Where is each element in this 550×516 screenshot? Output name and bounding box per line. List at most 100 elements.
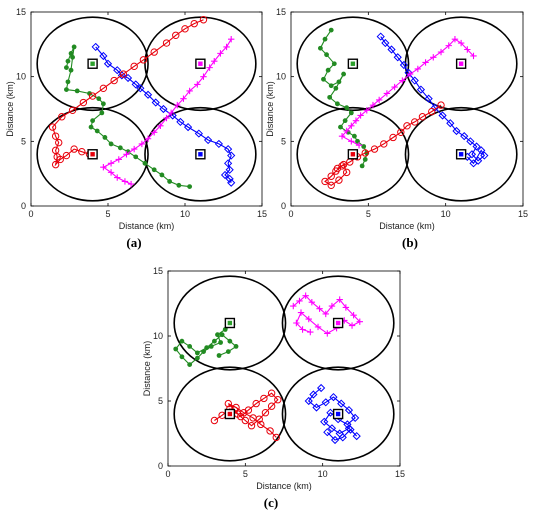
data-point <box>151 129 158 136</box>
data-point <box>380 140 388 148</box>
data-point <box>352 133 357 139</box>
data-point <box>316 305 323 312</box>
data-point <box>314 323 322 331</box>
data-point <box>399 60 409 70</box>
data-point <box>138 140 146 148</box>
base-station-core <box>350 152 356 157</box>
data-point <box>327 181 335 190</box>
data-point <box>157 122 164 130</box>
x-tick-label: 0 <box>28 209 33 219</box>
trajectory-circle <box>321 101 445 190</box>
data-point <box>88 124 94 130</box>
data-point <box>215 332 220 338</box>
base-station-core <box>227 320 233 326</box>
data-point <box>228 35 235 43</box>
data-point <box>460 132 469 141</box>
data-point <box>227 338 233 344</box>
chart-panel-1: 0 5 10 15 0 5 10 15 Distance (km) Distance (km) (a… <box>5 7 267 250</box>
data-point <box>99 110 105 116</box>
data-point <box>225 174 234 183</box>
data-point <box>96 96 102 102</box>
trajectory-plus <box>290 292 363 337</box>
y-tick-label: 5 <box>21 136 26 146</box>
data-point <box>352 431 361 441</box>
base-station-core <box>90 152 95 157</box>
data-point <box>363 107 370 114</box>
data-point <box>477 146 486 155</box>
data-point <box>399 77 406 84</box>
data-point <box>331 61 337 67</box>
data-point <box>466 137 475 146</box>
data-point <box>424 94 433 103</box>
data-point <box>206 64 213 71</box>
data-point <box>62 151 71 160</box>
data-point <box>227 178 236 187</box>
data-point <box>328 27 334 33</box>
data-point <box>249 414 257 422</box>
data-point <box>381 38 390 48</box>
data-point <box>55 138 63 147</box>
data-point <box>321 76 326 82</box>
data-point <box>267 402 276 410</box>
data-point <box>78 147 86 156</box>
y-tick-label: 10 <box>276 72 286 82</box>
data-point <box>186 87 193 95</box>
data-point <box>220 170 230 180</box>
data-point <box>217 50 224 57</box>
data-point <box>224 399 233 408</box>
data-point <box>397 128 405 136</box>
data-point <box>107 169 115 176</box>
data-point <box>87 91 92 96</box>
data-point <box>267 389 276 397</box>
data-point <box>351 413 360 423</box>
data-point <box>123 151 130 158</box>
cell-boundary <box>36 106 149 202</box>
data-point <box>299 326 306 333</box>
data-point <box>100 101 106 107</box>
x-axis-label: Distance (km) <box>119 221 175 231</box>
data-point <box>416 85 426 94</box>
data-point <box>180 95 187 102</box>
data-point <box>437 101 445 109</box>
data-point <box>130 62 138 71</box>
plot-content <box>36 16 257 202</box>
x-tick-label: 15 <box>518 209 528 219</box>
data-point <box>167 109 175 117</box>
data-point <box>480 151 489 160</box>
data-point <box>324 330 331 337</box>
data-point <box>266 427 274 435</box>
data-point <box>464 46 471 53</box>
data-point <box>110 76 118 85</box>
data-point <box>174 101 181 109</box>
data-point <box>143 90 153 99</box>
data-point <box>183 122 193 132</box>
data-point <box>274 396 282 404</box>
x-tick-label: 15 <box>257 209 267 219</box>
data-point <box>336 296 343 303</box>
data-point <box>223 43 230 51</box>
data-point <box>342 118 348 124</box>
data-point <box>467 150 477 159</box>
data-point <box>328 302 336 310</box>
data-point <box>403 122 411 130</box>
data-point <box>348 322 356 329</box>
data-point <box>131 80 140 89</box>
x-axis-label: Distance (km) <box>379 221 435 231</box>
data-point <box>200 73 207 80</box>
data-point <box>342 304 350 311</box>
trajectory-line <box>51 19 204 167</box>
trajectory-circle <box>48 16 208 169</box>
data-point <box>103 59 113 68</box>
base-station-core <box>458 152 464 157</box>
chart-panel-2: 0 5 10 15 0 5 10 15 Distance (km) Distance (km) (b… <box>265 7 528 250</box>
data-point <box>194 129 203 138</box>
data-point <box>211 57 218 65</box>
data-point <box>121 178 129 185</box>
data-point <box>321 398 330 407</box>
data-point <box>474 156 483 165</box>
y-tick-label: 10 <box>16 72 26 82</box>
y-tick-label: 15 <box>16 7 26 17</box>
panel-label: (b) <box>402 235 418 250</box>
trajectory-line <box>380 36 486 165</box>
data-point <box>338 132 346 140</box>
